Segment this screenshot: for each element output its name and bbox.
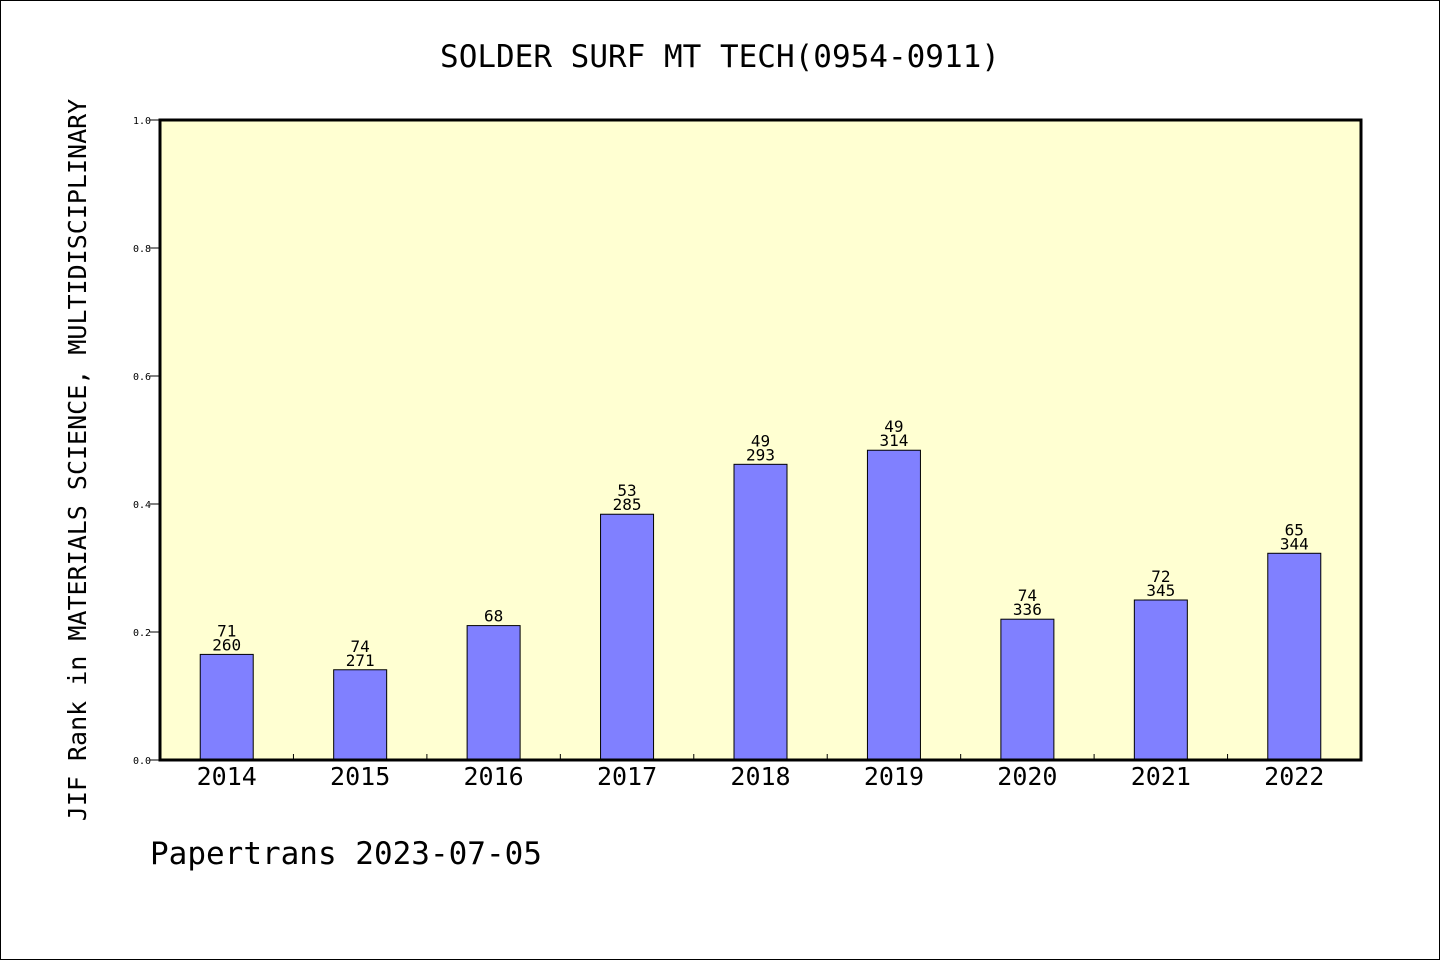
bar-value-label: 74 — [1018, 586, 1037, 605]
bar-2022 — [1267, 552, 1322, 761]
bar-2017 — [600, 513, 655, 761]
bar-value-label: 293 — [746, 445, 775, 464]
bar-2016 — [466, 625, 521, 761]
x-tick-label: 2022 — [1264, 762, 1324, 791]
bar-value-label: 68 — [484, 607, 503, 626]
bar-value-label: 260 — [212, 635, 241, 654]
bar-2019 — [866, 449, 921, 761]
bar-value-label: 314 — [879, 431, 908, 450]
x-tick-label: 2014 — [197, 762, 257, 791]
bar-value-label: 336 — [1013, 600, 1042, 619]
bar-value-label: 285 — [613, 495, 642, 514]
x-tick-label: 2015 — [330, 762, 390, 791]
x-tick-label: 2016 — [464, 762, 524, 791]
bar-value-label: 72 — [1151, 567, 1170, 586]
bar-2014 — [199, 653, 254, 761]
bar-value-label: 344 — [1280, 534, 1309, 553]
bar-value-label: 271 — [346, 651, 375, 670]
bar-value-label: 74 — [351, 637, 370, 656]
y-axis-label: JIF Rank in MATERIALS SCIENCE, MULTIDISC… — [63, 99, 92, 821]
y-axis-ticks: 0.0 0.2 0.4 0.6 0.8 1.0 — [133, 116, 160, 767]
bar-value-label: 71 — [217, 621, 236, 640]
y-tick-label: 1.0 — [133, 116, 151, 127]
plot-frame — [158, 118, 1363, 762]
bar-2018 — [733, 463, 788, 761]
x-tick-label: 2021 — [1131, 762, 1191, 791]
y-tick-label: 0.8 — [133, 244, 151, 255]
bar-value-label: 49 — [884, 417, 903, 436]
bar-value-label: 345 — [1146, 581, 1175, 600]
x-axis-ticks: 2014 2015 2016 2017 2018 2019 2020 2021 2022 — [197, 754, 1324, 791]
bar-value-label: 49 — [751, 431, 770, 450]
y-tick-label: 0.0 — [133, 756, 151, 767]
bar-2015 — [333, 669, 388, 761]
x-tick-label: 2018 — [730, 762, 790, 791]
x-tick-label: 2019 — [864, 762, 924, 791]
bar-2021 — [1133, 599, 1188, 761]
x-tick-label: 2020 — [997, 762, 1057, 791]
y-tick-label: 0.2 — [133, 628, 151, 639]
bar-value-label: 65 — [1285, 520, 1304, 539]
x-tick-label: 2017 — [597, 762, 657, 791]
bar-value-label: 53 — [617, 481, 636, 500]
chart-title: SOLDER SURF MT TECH(0954-0911) — [440, 39, 1000, 75]
footer-text: Papertrans 2023-07-05 — [150, 836, 542, 872]
y-tick-label: 0.4 — [133, 500, 151, 511]
bar-2020 — [1000, 618, 1055, 761]
y-tick-label: 0.6 — [133, 372, 151, 383]
